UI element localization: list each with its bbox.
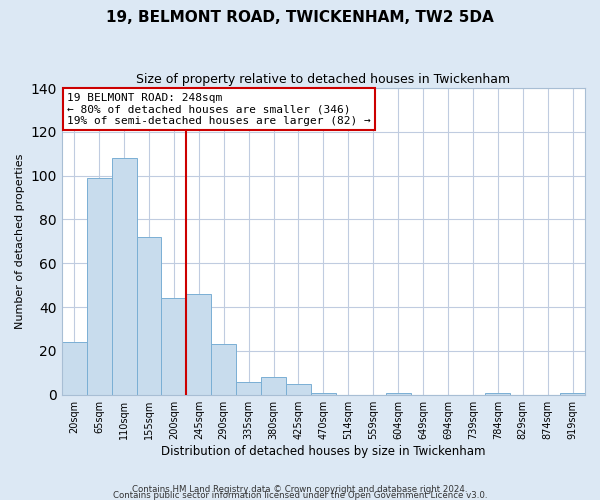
Bar	[112, 158, 137, 394]
Bar	[137, 237, 161, 394]
Bar	[211, 344, 236, 395]
Text: Contains public sector information licensed under the Open Government Licence v3: Contains public sector information licen…	[113, 490, 487, 500]
Bar	[485, 392, 510, 394]
Bar	[386, 392, 410, 394]
Text: Contains HM Land Registry data © Crown copyright and database right 2024.: Contains HM Land Registry data © Crown c…	[132, 484, 468, 494]
Bar	[87, 178, 112, 394]
Bar	[187, 294, 211, 394]
Bar	[261, 377, 286, 394]
Bar	[236, 382, 261, 394]
Title: Size of property relative to detached houses in Twickenham: Size of property relative to detached ho…	[136, 72, 511, 86]
Y-axis label: Number of detached properties: Number of detached properties	[15, 154, 25, 329]
Text: 19 BELMONT ROAD: 248sqm
← 80% of detached houses are smaller (346)
19% of semi-d: 19 BELMONT ROAD: 248sqm ← 80% of detache…	[67, 92, 371, 126]
X-axis label: Distribution of detached houses by size in Twickenham: Distribution of detached houses by size …	[161, 444, 485, 458]
Bar	[62, 342, 87, 394]
Bar	[560, 392, 585, 394]
Bar	[161, 298, 187, 394]
Bar	[311, 392, 336, 394]
Bar	[286, 384, 311, 394]
Text: 19, BELMONT ROAD, TWICKENHAM, TW2 5DA: 19, BELMONT ROAD, TWICKENHAM, TW2 5DA	[106, 10, 494, 25]
